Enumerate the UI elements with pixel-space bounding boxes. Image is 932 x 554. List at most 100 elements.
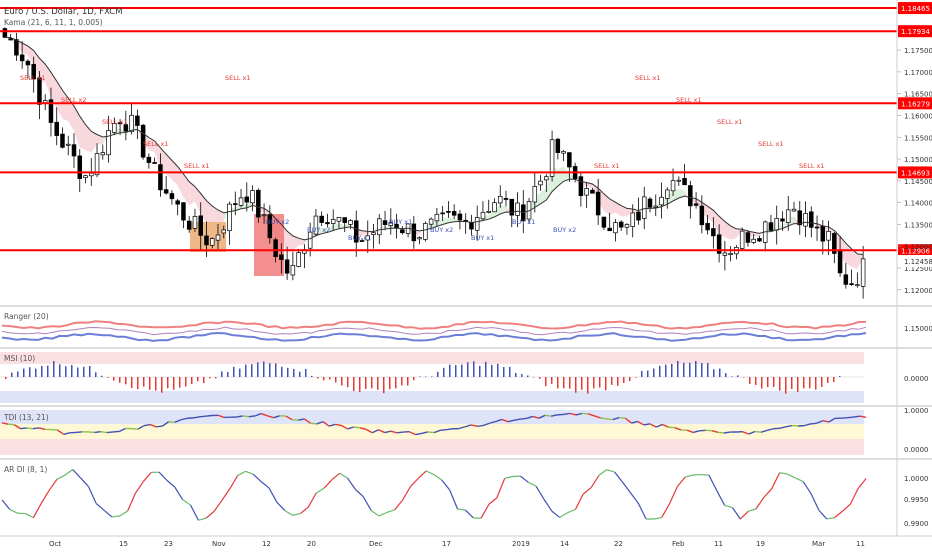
candle[interactable]: [61, 134, 65, 147]
candle[interactable]: [210, 239, 214, 246]
candle[interactable]: [470, 222, 474, 229]
candle[interactable]: [798, 211, 802, 225]
candle[interactable]: [170, 194, 174, 199]
candle[interactable]: [590, 190, 594, 193]
candle[interactable]: [487, 211, 491, 212]
candle[interactable]: [550, 140, 554, 177]
candle[interactable]: [775, 218, 779, 230]
candle[interactable]: [809, 212, 813, 228]
candle[interactable]: [423, 223, 427, 239]
candle[interactable]: [187, 221, 191, 229]
candle[interactable]: [539, 181, 543, 185]
candle[interactable]: [844, 275, 848, 285]
candle[interactable]: [14, 40, 18, 56]
candle[interactable]: [723, 253, 727, 255]
candle[interactable]: [556, 139, 560, 152]
candle[interactable]: [239, 198, 243, 206]
candle[interactable]: [84, 176, 88, 178]
candle[interactable]: [400, 230, 404, 233]
candle[interactable]: [262, 215, 266, 216]
candle[interactable]: [297, 253, 301, 267]
candle[interactable]: [671, 181, 675, 191]
candle[interactable]: [711, 229, 715, 236]
candle[interactable]: [683, 178, 687, 184]
candle[interactable]: [792, 209, 796, 211]
candle[interactable]: [349, 220, 353, 224]
candle[interactable]: [9, 39, 13, 40]
candle[interactable]: [637, 212, 641, 220]
candle[interactable]: [602, 217, 606, 227]
candle[interactable]: [838, 251, 842, 272]
candle[interactable]: [101, 153, 105, 155]
candle[interactable]: [458, 214, 462, 220]
candle[interactable]: [642, 197, 646, 219]
candle[interactable]: [700, 206, 704, 225]
candle[interactable]: [199, 216, 203, 236]
candle[interactable]: [176, 201, 180, 204]
candle[interactable]: [147, 157, 151, 162]
candle[interactable]: [89, 173, 93, 176]
candle[interactable]: [383, 221, 387, 225]
candle[interactable]: [475, 218, 479, 231]
candle[interactable]: [107, 130, 111, 154]
candle[interactable]: [729, 253, 733, 254]
candle[interactable]: [827, 231, 831, 240]
candle[interactable]: [614, 223, 618, 233]
candle[interactable]: [193, 216, 197, 228]
candle[interactable]: [631, 213, 635, 227]
candle[interactable]: [821, 226, 825, 241]
candle[interactable]: [222, 230, 226, 233]
candle[interactable]: [418, 238, 422, 239]
candle[interactable]: [20, 55, 24, 61]
candle[interactable]: [533, 186, 537, 202]
candle[interactable]: [279, 255, 283, 260]
candle[interactable]: [648, 199, 652, 207]
candle[interactable]: [331, 219, 335, 223]
candle[interactable]: [654, 206, 658, 207]
candle[interactable]: [228, 204, 232, 231]
candle[interactable]: [746, 233, 750, 243]
candle[interactable]: [781, 219, 785, 221]
candle[interactable]: [608, 228, 612, 231]
candle[interactable]: [769, 223, 773, 231]
candle[interactable]: [493, 203, 497, 212]
candle[interactable]: [153, 163, 157, 164]
candle[interactable]: [567, 153, 571, 167]
candle[interactable]: [688, 186, 692, 206]
candle[interactable]: [135, 116, 139, 126]
candle[interactable]: [596, 192, 600, 215]
candle[interactable]: [446, 211, 450, 212]
candle[interactable]: [26, 61, 30, 65]
candle[interactable]: [498, 196, 502, 203]
candle[interactable]: [660, 197, 664, 205]
candle[interactable]: [164, 190, 168, 193]
candle[interactable]: [320, 216, 324, 222]
candle[interactable]: [804, 213, 808, 226]
candle[interactable]: [3, 29, 7, 38]
candle[interactable]: [452, 211, 456, 215]
candle[interactable]: [245, 197, 249, 202]
candle[interactable]: [343, 218, 347, 223]
candle[interactable]: [625, 225, 629, 228]
candle[interactable]: [562, 151, 566, 153]
candle[interactable]: [377, 219, 381, 235]
candle[interactable]: [55, 122, 59, 135]
candle[interactable]: [694, 204, 698, 206]
candle[interactable]: [251, 191, 255, 203]
candle[interactable]: [429, 219, 433, 224]
candle[interactable]: [182, 203, 186, 220]
candle[interactable]: [752, 239, 756, 242]
candle[interactable]: [706, 223, 710, 229]
candle[interactable]: [665, 190, 669, 198]
candle[interactable]: [579, 177, 583, 196]
candle[interactable]: [481, 212, 485, 218]
candle[interactable]: [285, 260, 289, 273]
candle[interactable]: [758, 238, 762, 241]
candle[interactable]: [740, 231, 744, 248]
candle[interactable]: [308, 232, 312, 248]
candle[interactable]: [855, 285, 859, 286]
candle[interactable]: [786, 210, 790, 223]
candle[interactable]: [205, 236, 209, 245]
